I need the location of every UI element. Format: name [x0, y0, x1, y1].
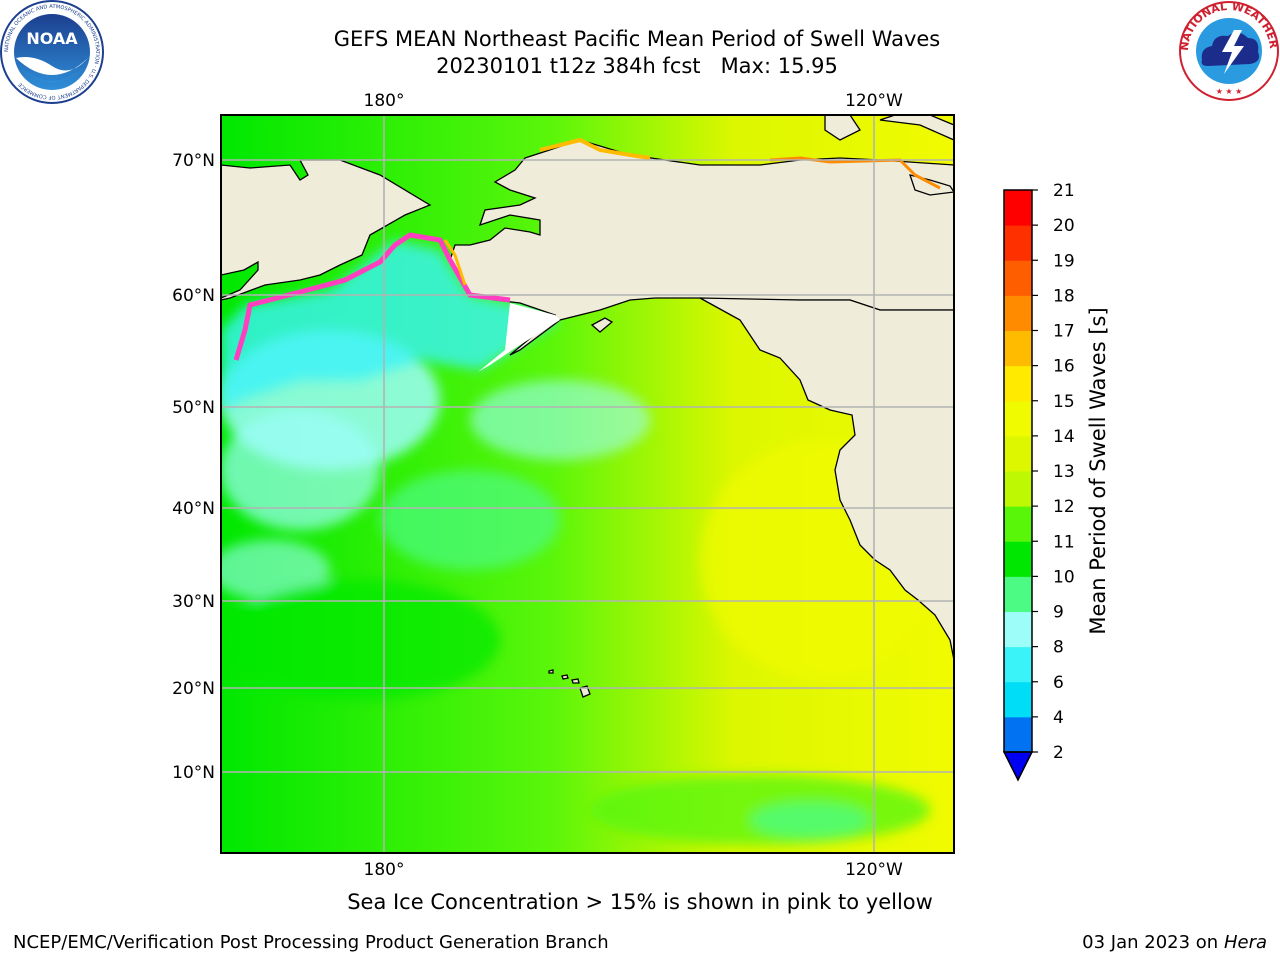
graticule — [221, 115, 954, 853]
map-panel — [221, 115, 954, 853]
colorbar-tick-label: 9 — [1053, 603, 1064, 623]
lat-label-10n: 10°N — [172, 763, 215, 783]
lat-label-70n: 70°N — [172, 151, 215, 171]
producer-credit: NCEP/EMC/Verification Post Processing Pr… — [13, 932, 609, 953]
colorbar-extend-arrow — [1002, 751, 1034, 782]
colorbar-tick-label: 12 — [1053, 497, 1075, 517]
map-title: GEFS MEAN Northeast Pacific Mean Period … — [333, 27, 941, 51]
colorbar-segment — [1004, 541, 1032, 577]
sea-ice-edge — [233, 137, 941, 361]
colorbar-tick-label: 19 — [1053, 251, 1075, 271]
colorbar-tick-label: 11 — [1053, 532, 1075, 552]
colorbar-tick-label: 18 — [1053, 286, 1075, 306]
colorbar-segment — [1004, 471, 1032, 507]
colorbar-tick-label: 6 — [1053, 673, 1064, 693]
lat-label-40n: 40°N — [172, 499, 215, 519]
colorbar-tick-label: 16 — [1053, 357, 1075, 377]
colorbar-tick-label: 20 — [1053, 216, 1075, 236]
noaa-logo-text: NOAA — [26, 29, 78, 48]
colorbar-segment — [1004, 435, 1032, 472]
colorbar-segment — [1004, 611, 1032, 648]
colorbar-tick-label: 10 — [1053, 567, 1075, 587]
colorbar-segment — [1004, 681, 1032, 718]
colorbar-segment — [1004, 716, 1032, 753]
colorbar-segment — [1004, 295, 1032, 331]
sea-ice-caption: Sea Ice Concentration > 15% is shown in … — [347, 890, 933, 914]
colorbar-segment — [1004, 225, 1032, 261]
generation-date: 03 Jan 2023 on Hera — [1082, 932, 1267, 953]
colorbar-segment — [1004, 190, 1032, 226]
colorbar-tick-label: 13 — [1053, 462, 1075, 482]
no-data-area — [478, 303, 560, 372]
colorbar-segment — [1004, 260, 1032, 296]
lat-label-20n: 20°N — [172, 679, 215, 699]
colorbar-tick-label: 15 — [1053, 392, 1075, 412]
map-frame — [220, 114, 955, 854]
colorbar-tick-label: 17 — [1053, 322, 1075, 342]
top-lon-label-120w: 120°W — [845, 91, 903, 111]
top-lon-label-180: 180° — [364, 91, 405, 111]
bottom-lon-label-120w: 120°W — [845, 860, 903, 880]
colorbar-segment — [1004, 365, 1032, 402]
colorbar-segment — [1004, 506, 1032, 542]
colorbar-tick-label: 2 — [1053, 743, 1064, 763]
colorbar-tick-label: 21 — [1053, 181, 1075, 201]
colorbar-segment — [1004, 400, 1032, 437]
lat-label-60n: 60°N — [172, 286, 215, 306]
colorbar-segment — [1004, 330, 1032, 367]
svg-text:★ ★ ★: ★ ★ ★ — [1216, 87, 1243, 96]
bering-sea-field — [221, 240, 560, 410]
lat-label-30n: 30°N — [172, 592, 215, 612]
colorbar-tick-label: 8 — [1053, 638, 1064, 658]
nws-logo-icon: NATIONAL WEATHER SERVICE ★ ★ ★ — [1178, 0, 1280, 101]
colorbar-segment — [1004, 646, 1032, 683]
generation-date-text: 03 Jan 2023 on — [1082, 932, 1219, 953]
colorbar: 2 4 6 8 9 10 11 12 13 14 15 16 17 18 19 20 21 — [1002, 181, 1075, 782]
lat-label-50n: 50°N — [172, 398, 215, 418]
noaa-logo-icon: NOAA NATIONAL OCEANIC AND ATMOSPHERIC AD… — [0, 0, 104, 104]
map-subtitle: 20230101 t12z 384h fcst Max: 15.95 — [436, 54, 838, 78]
bottom-lon-label-180: 180° — [364, 860, 405, 880]
host-name: Hera — [1223, 932, 1267, 953]
colorbar-tick-label: 4 — [1053, 708, 1064, 728]
colorbar-segment — [1004, 576, 1032, 612]
colorbar-tick-label: 14 — [1053, 427, 1075, 447]
colorbar-label: Mean Period of Swell Waves [s] — [1086, 307, 1110, 634]
